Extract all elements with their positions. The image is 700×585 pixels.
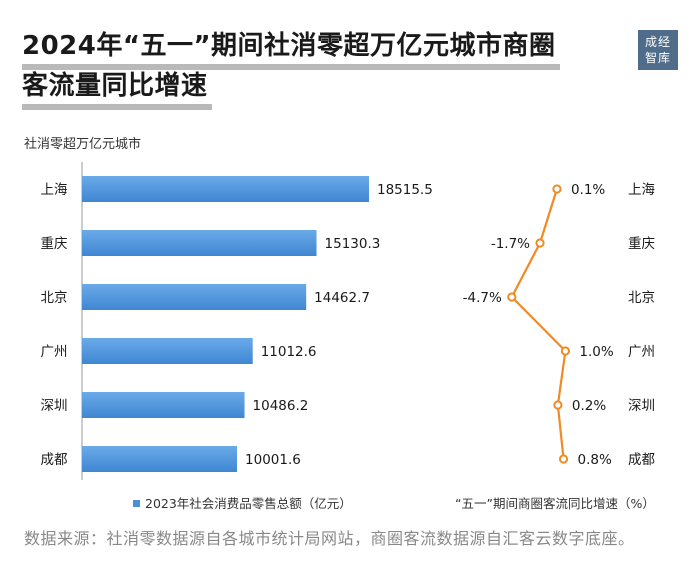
bar-value-label: 15130.3 — [325, 236, 381, 252]
bar — [82, 176, 369, 202]
logo-text-line-1: 成经 — [644, 35, 671, 49]
line-category-label: 重庆 — [628, 236, 655, 252]
bar-value-label: 11012.6 — [261, 344, 317, 360]
logo-text-line-2: 智库 — [644, 51, 671, 65]
line-category-label: 广州 — [628, 344, 655, 360]
legend-label-bar: 2023年社会消费品零售总额（亿元） — [145, 496, 352, 511]
bar-value-label: 18515.5 — [377, 182, 433, 198]
chart-title-line-1: 2024年“五一”期间社消零超万亿元城市商圈 — [22, 30, 560, 70]
bar-series: 上海 18515.5 重庆 15130.3 北京 14462.7 广州 11012.6 深圳 10… — [41, 162, 433, 480]
growth-point — [552, 184, 562, 194]
line-category-label: 北京 — [628, 290, 655, 306]
bar-value-label: 10001.6 — [245, 452, 301, 468]
growth-value-label: -4.7% — [463, 290, 502, 306]
legend-swatch-bar — [133, 500, 140, 507]
growth-point — [553, 400, 563, 410]
growth-value-label: 1.0% — [579, 344, 613, 360]
growth-line — [510, 188, 567, 460]
line-category-label: 成都 — [628, 452, 655, 468]
bar — [82, 338, 253, 364]
line-series: 0.1% 上海 -1.7% 重庆 -4.7% 北京 1.0% 广州 0.2% 深圳 0.8% 成都 — [463, 182, 655, 468]
brand-logo: 成经 智库 — [638, 30, 678, 70]
bar-category-label: 上海 — [41, 182, 68, 198]
bar-category-label: 成都 — [41, 452, 68, 468]
line-category-label: 深圳 — [628, 398, 655, 414]
bar-category-label: 北京 — [41, 290, 68, 306]
growth-value-label: 0.1% — [571, 182, 605, 198]
legend-label-line: “五一”期间商圈客流同比增速（%） — [455, 496, 655, 511]
bar — [82, 284, 307, 310]
bar-category-label: 广州 — [41, 344, 68, 360]
bar-category-label: 重庆 — [41, 236, 68, 252]
growth-value-label: 0.8% — [578, 452, 612, 468]
source-note: 数据来源：社消零数据源自各城市统计局网站，商圈客流数据源自汇客云数字底座。 — [24, 529, 635, 548]
line-category-label: 上海 — [628, 182, 655, 198]
bar-value-label: 14462.7 — [314, 290, 370, 306]
growth-point — [560, 346, 571, 356]
legend: 2023年社会消费品零售总额（亿元） “五一”期间商圈客流同比增速（%） — [133, 496, 655, 511]
chart-title-line-2: 客流量同比增速 — [22, 70, 212, 110]
bar-category-label: 深圳 — [41, 398, 68, 414]
growth-value-label: -1.7% — [491, 236, 530, 252]
chart-subtitle: 社消零超万亿元城市 — [24, 137, 142, 152]
bar-value-label: 10486.2 — [253, 398, 309, 414]
bar — [82, 446, 238, 472]
growth-point — [507, 292, 517, 302]
growth-value-label: 0.2% — [572, 398, 606, 414]
bar — [82, 392, 245, 418]
bar — [82, 230, 317, 256]
growth-point — [535, 238, 545, 248]
growth-point — [558, 454, 569, 464]
